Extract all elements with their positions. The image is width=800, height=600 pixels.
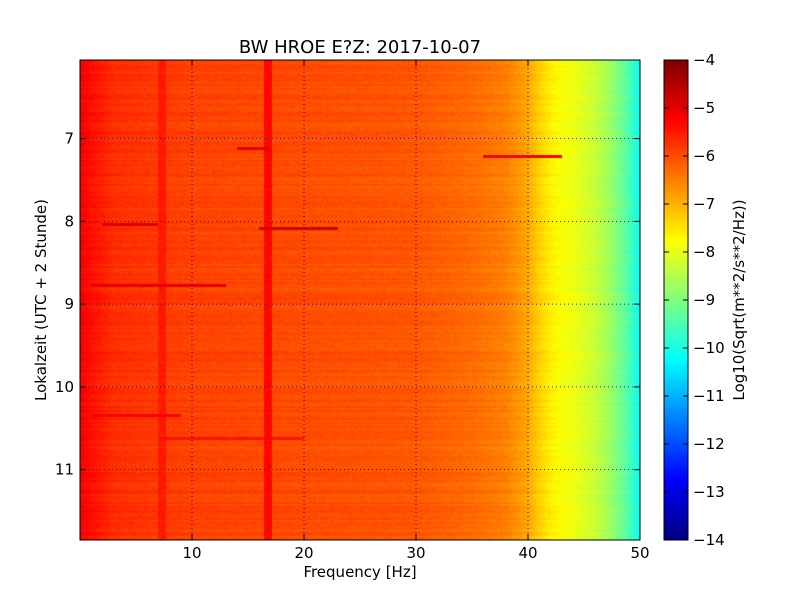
- y-axis-label: Lokalzeit (UTC + 2 Stunde): [32, 199, 50, 401]
- x-tick-label: 20: [294, 544, 313, 562]
- y-tick-label: 7: [64, 130, 74, 148]
- y-axis-ticks: 7 8 9 10 11: [55, 130, 640, 479]
- heatmap-container: [80, 60, 640, 540]
- heatmap-canvas: [80, 60, 640, 540]
- colorbar-tick-label: −10: [693, 339, 725, 357]
- colorbar-tick-label: −14: [693, 531, 725, 549]
- y-tick-label: 9: [64, 295, 74, 313]
- colorbar-tick-label: −9: [693, 291, 715, 309]
- x-tick-label: 50: [630, 544, 649, 562]
- chart-title: BW HROE E?Z: 2017-10-07: [239, 37, 481, 58]
- colorbar-tick-label: −13: [693, 483, 725, 501]
- x-axis-label: Frequency [Hz]: [303, 563, 416, 581]
- colorbar-tick-label: −8: [693, 243, 715, 261]
- colorbar-tick-label: −7: [693, 195, 715, 213]
- colorbar-tick-label: −11: [693, 387, 725, 405]
- colorbar-label: Log10(Sqrt(m**2/s**2/Hz)): [730, 199, 748, 400]
- colorbar-tick-label: −12: [693, 435, 725, 453]
- plot-frame: [79, 59, 641, 541]
- colorbar-ticks: −4 −5 −6 −7 −8 −9 −10 −11 −12 −13 −14: [664, 51, 725, 549]
- colorbar-tick-label: −5: [693, 99, 715, 117]
- y-tick-label: 10: [55, 378, 74, 396]
- colorbar-tick-label: −6: [693, 147, 715, 165]
- colorbar-tick-label: −4: [693, 51, 715, 69]
- x-tick-label: 10: [182, 544, 201, 562]
- x-tick-label: 40: [518, 544, 537, 562]
- grid-lines: [80, 60, 640, 540]
- y-tick-label: 8: [64, 212, 74, 230]
- y-tick-label: 11: [55, 461, 74, 479]
- x-tick-label: 30: [406, 544, 425, 562]
- x-axis-ticks: 10 20 30 40 50: [182, 60, 650, 562]
